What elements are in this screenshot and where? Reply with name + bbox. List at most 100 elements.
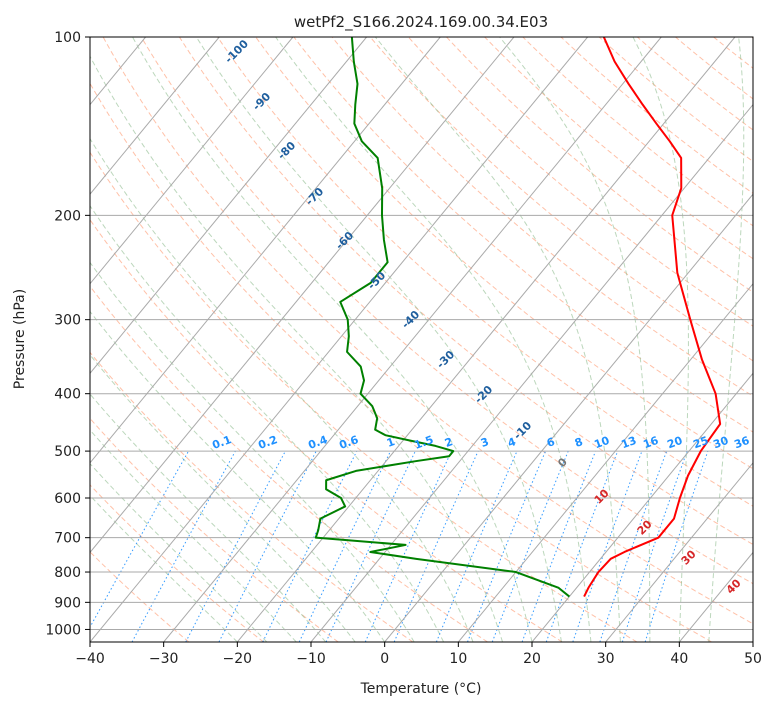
isotherm: [90, 37, 515, 554]
y-tick-label: 600: [54, 491, 81, 507]
mixing-ratio-label: 3: [479, 435, 491, 450]
moist-adiabat: [708, 37, 745, 642]
dry-adiabat: [560, 37, 753, 194]
y-tick-label: 800: [54, 565, 81, 581]
moist-adiabat: [132, 37, 533, 642]
mixing-ratio-line: [545, 450, 619, 642]
moist-adiabat: [275, 37, 592, 642]
moist-adiabat: [90, 462, 268, 642]
mixing-ratio-line: [393, 450, 479, 642]
x-tick-label: −10: [296, 651, 326, 667]
x-tick-label: −40: [75, 651, 105, 667]
mixing-ratio-label: 2: [443, 435, 455, 450]
mixing-ratio-line: [572, 450, 643, 642]
x-tick-label: −20: [223, 651, 253, 667]
y-tick-label: 900: [54, 595, 81, 611]
dry-adiabat: [90, 82, 712, 642]
mixing-ratio-line: [644, 450, 709, 642]
isotherm: [531, 372, 753, 642]
mixing-ratio-line: [131, 450, 236, 642]
y-tick-label: 300: [54, 313, 81, 329]
isotherm: [457, 282, 753, 642]
dry-adiabat: [255, 37, 753, 470]
mixing-ratio-label: 1.5: [412, 433, 435, 452]
mixing-ratio-label: 0.2: [256, 433, 279, 452]
moist-adiabat: [375, 37, 621, 642]
x-tick-label: 0: [380, 651, 389, 667]
dry-adiabat: [407, 37, 753, 327]
mixing-ratio-label: 8: [573, 435, 585, 450]
isotherm: [90, 37, 588, 642]
mixing-ratio-line: [467, 450, 547, 642]
moist-adiabat: [90, 55, 504, 642]
mixing-ratio-line: [90, 450, 189, 629]
y-tick-label: 700: [54, 531, 81, 547]
mixing-ratio-line: [364, 450, 453, 642]
x-axis-label: Temperature (°C): [360, 681, 482, 697]
isotherm: [384, 193, 753, 642]
dewpoint-profile: [314, 37, 571, 598]
moist-adiabat: [499, 37, 651, 642]
isotherm: [90, 37, 220, 195]
dry-adiabat: [369, 37, 753, 362]
mixing-ratio-label: 36: [732, 434, 751, 452]
isotherm: [90, 37, 367, 375]
mixing-ratio-line: [491, 450, 569, 642]
isotherm: [236, 37, 736, 642]
x-tick-label: 50: [744, 651, 762, 667]
mixing-ratio-label: 1: [385, 435, 397, 450]
mixing-ratio-label: 6: [545, 435, 557, 450]
moist-adiabat: [632, 37, 689, 642]
x-tick-label: 30: [597, 651, 615, 667]
x-tick-label: −30: [149, 651, 179, 667]
moist-adiabat: [90, 429, 297, 642]
dry-adiabat: [90, 351, 414, 642]
x-tick-label: 10: [449, 651, 467, 667]
mixing-ratio-line: [621, 450, 688, 642]
mixing-ratio-line: [599, 450, 668, 642]
mixing-ratio-label: 0.4: [306, 433, 329, 452]
plot-frame: [89, 36, 754, 643]
chart-title: wetPf2_S166.2024.169.00.34.E03: [294, 13, 548, 32]
isotherm: [90, 37, 441, 464]
mixing-ratio-label: 0.1: [210, 433, 233, 452]
mixing-ratio-line: [435, 450, 518, 642]
moist-adiabat: [90, 494, 238, 642]
mixing-ratio-line: [521, 450, 597, 642]
mixing-ratio-label: 25: [691, 434, 710, 451]
x-tick-label: 20: [523, 651, 541, 667]
mixing-ratio-label: 16: [641, 434, 660, 452]
moist-adiabat: [90, 354, 356, 642]
dry-adiabat: [90, 151, 638, 642]
temperature-profile: [583, 37, 722, 598]
isotherm: [163, 37, 662, 642]
isotherm: [605, 462, 753, 642]
dry-adiabat: [446, 37, 753, 293]
y-tick-label: 400: [54, 387, 81, 403]
dry-adiabat: [90, 484, 264, 642]
mixing-ratio-label: 10: [592, 434, 611, 452]
isotherm: [90, 37, 294, 285]
moist-adiabat: [90, 393, 327, 642]
dry-adiabat: [484, 37, 753, 260]
mixing-ratio-label: 0.6: [337, 433, 360, 452]
dry-adiabat: [90, 417, 339, 642]
dry-adiabat: [331, 37, 753, 397]
mixing-ratio-label: 30: [711, 434, 730, 452]
mixing-ratio-label: 13: [619, 434, 638, 451]
y-tick-label: 1000: [45, 622, 81, 638]
moist-adiabat: [90, 261, 415, 642]
mixing-ratio-label: 20: [665, 434, 684, 452]
mixing-ratio-line: [218, 450, 317, 642]
isotherm: [310, 103, 753, 642]
y-tick-label: 500: [54, 444, 81, 460]
moist-adiabat: [90, 310, 386, 642]
y-axis-label: Pressure (hPa): [12, 289, 28, 389]
x-tick-label: 40: [670, 651, 688, 667]
dry-adiabat: [90, 218, 563, 642]
y-tick-label: 200: [54, 208, 81, 224]
dry-adiabat: [102, 37, 753, 625]
mixing-ratio-label: 4: [506, 435, 518, 450]
y-tick-label: 100: [54, 30, 81, 46]
